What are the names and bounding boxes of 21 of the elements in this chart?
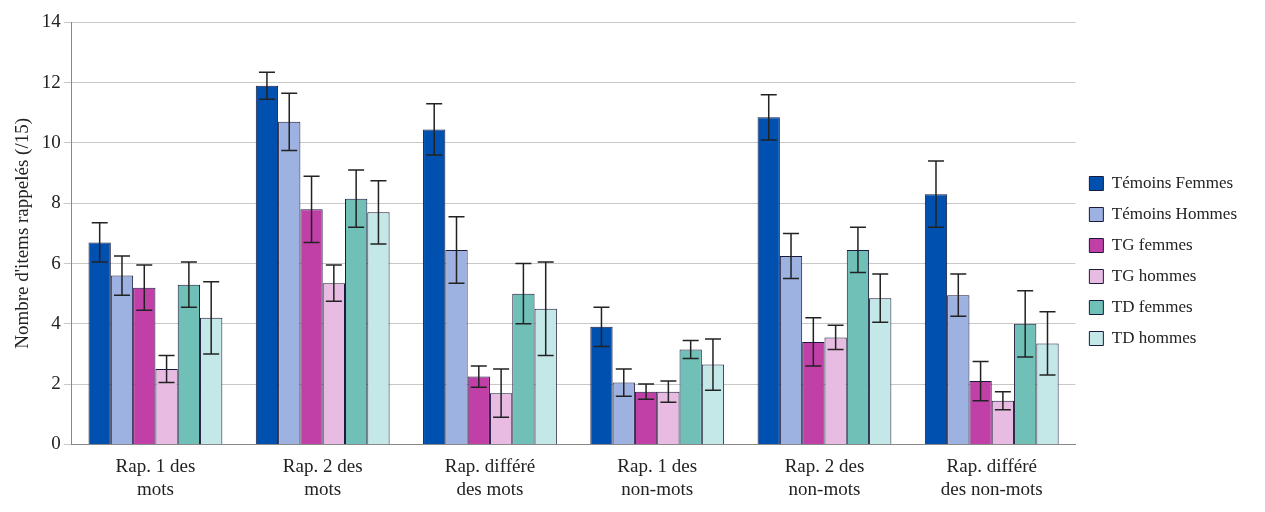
x-tick-label: Rap. 2 des mots — [282, 454, 363, 499]
y-tick-label: 14 — [41, 10, 62, 32]
legend-label: TD femmes — [1111, 296, 1193, 316]
x-tick-label: Rap. différé des non-mots — [940, 454, 1043, 499]
y-axis-title: Nombre d'items rappelés (/15) — [11, 117, 34, 349]
y-tick-label: 4 — [51, 311, 62, 333]
x-tick-label: Rap. différé des mots — [444, 454, 536, 499]
y-tick-label: 8 — [51, 191, 61, 213]
x-tick-label: Rap. 1 des non-mots — [617, 454, 698, 499]
y-tick-label: 2 — [51, 372, 61, 394]
legend-label: TG femmes — [1111, 234, 1193, 254]
y-tick-label: 6 — [51, 251, 61, 273]
legend-label: TD hommes — [1111, 327, 1197, 347]
legend-label: Témoins Hommes — [1111, 203, 1238, 223]
legend-label: TG hommes — [1111, 265, 1197, 285]
x-tick-label: Rap. 2 des non-mots — [784, 454, 865, 499]
y-tick-label: 12 — [41, 70, 61, 92]
y-tick-label: 10 — [41, 130, 61, 152]
y-tick-label: 0 — [51, 432, 61, 454]
legend-label: Témoins Femmes — [1111, 172, 1234, 192]
x-tick-label: Rap. 1 des mots — [115, 454, 196, 499]
